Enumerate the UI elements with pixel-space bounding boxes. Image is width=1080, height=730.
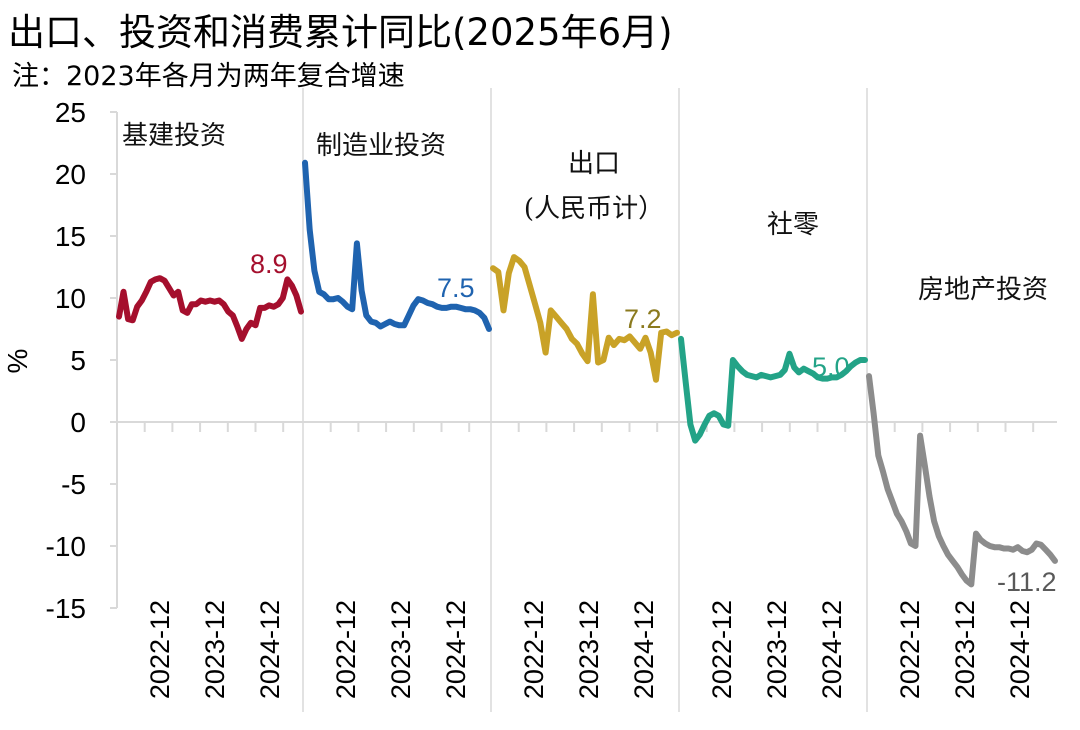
y-axis-label: % [2, 349, 33, 374]
chart-title: 出口、投资和消费累计同比(2025年6月) [8, 11, 673, 54]
series-line [866, 373, 1058, 588]
x-tick-label: 2024-12 [817, 600, 847, 699]
x-tick-label: 2023-12 [200, 600, 230, 699]
panel-label-infrastructure: 基建投资 [122, 121, 226, 151]
x-tick-label: 2023-12 [762, 600, 792, 699]
series-line [116, 275, 304, 342]
value-label-retail: 5.0 [812, 352, 850, 382]
value-label-exports: 7.2 [624, 304, 662, 334]
y-tick-label: -5 [61, 469, 86, 500]
x-tick-label: 2022-12 [895, 600, 925, 699]
y-tick-label: 10 [55, 283, 86, 314]
panel-label-manufacturing: 制造业投资 [316, 131, 446, 161]
series-line [490, 254, 680, 383]
y-tick-label: 15 [55, 221, 86, 252]
x-axis-tick-labels: 2022-12 2023-12 2024-12 2022-12 2023-12 2024-… [145, 600, 1035, 699]
axes [110, 88, 1057, 712]
y-tick-label: 5 [70, 345, 86, 376]
value-label-manufacturing: 7.5 [437, 273, 475, 303]
x-tick-label: 2022-12 [707, 600, 737, 699]
x-tick-label: 2023-12 [950, 600, 980, 699]
x-tick-label: 2024-12 [1005, 600, 1035, 699]
y-tick-label: 0 [70, 407, 86, 438]
chart-subtitle: 注：2023年各月为两年复合增速 [12, 61, 405, 92]
value-label-infrastructure: 8.9 [250, 249, 288, 279]
x-tick-label: 2024-12 [441, 600, 471, 699]
panel-label-exports-line1: 出口 [568, 149, 620, 179]
y-tick-label: -15 [46, 593, 86, 624]
panel-label-retail: 社零 [767, 210, 819, 240]
y-tick-label: 20 [55, 159, 86, 190]
x-tick-label: 2022-12 [145, 600, 175, 699]
x-tick-label: 2022-12 [519, 600, 549, 699]
panel-label-real-estate: 房地产投资 [918, 275, 1048, 305]
panel-label-exports-line2: (人民币计） [524, 194, 664, 224]
y-tick-label: -10 [46, 531, 86, 562]
x-tick-label: 2023-12 [574, 600, 604, 699]
x-tick-label: 2023-12 [386, 600, 416, 699]
series-lines [116, 159, 1058, 588]
x-tick-label: 2024-12 [629, 600, 659, 699]
series-line [302, 159, 492, 332]
value-label-real-estate: -11.2 [997, 567, 1057, 597]
y-axis-ticks: 25 20 15 10 5 0 -5 -10 -15 [46, 97, 86, 624]
series-line [678, 335, 868, 444]
x-tick-label: 2024-12 [255, 600, 285, 699]
y-tick-label: 25 [55, 97, 86, 128]
x-tick-label: 2022-12 [331, 600, 361, 699]
